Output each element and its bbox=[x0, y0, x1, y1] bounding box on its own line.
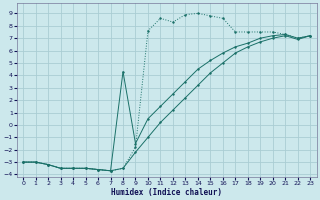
X-axis label: Humidex (Indice chaleur): Humidex (Indice chaleur) bbox=[111, 188, 222, 197]
